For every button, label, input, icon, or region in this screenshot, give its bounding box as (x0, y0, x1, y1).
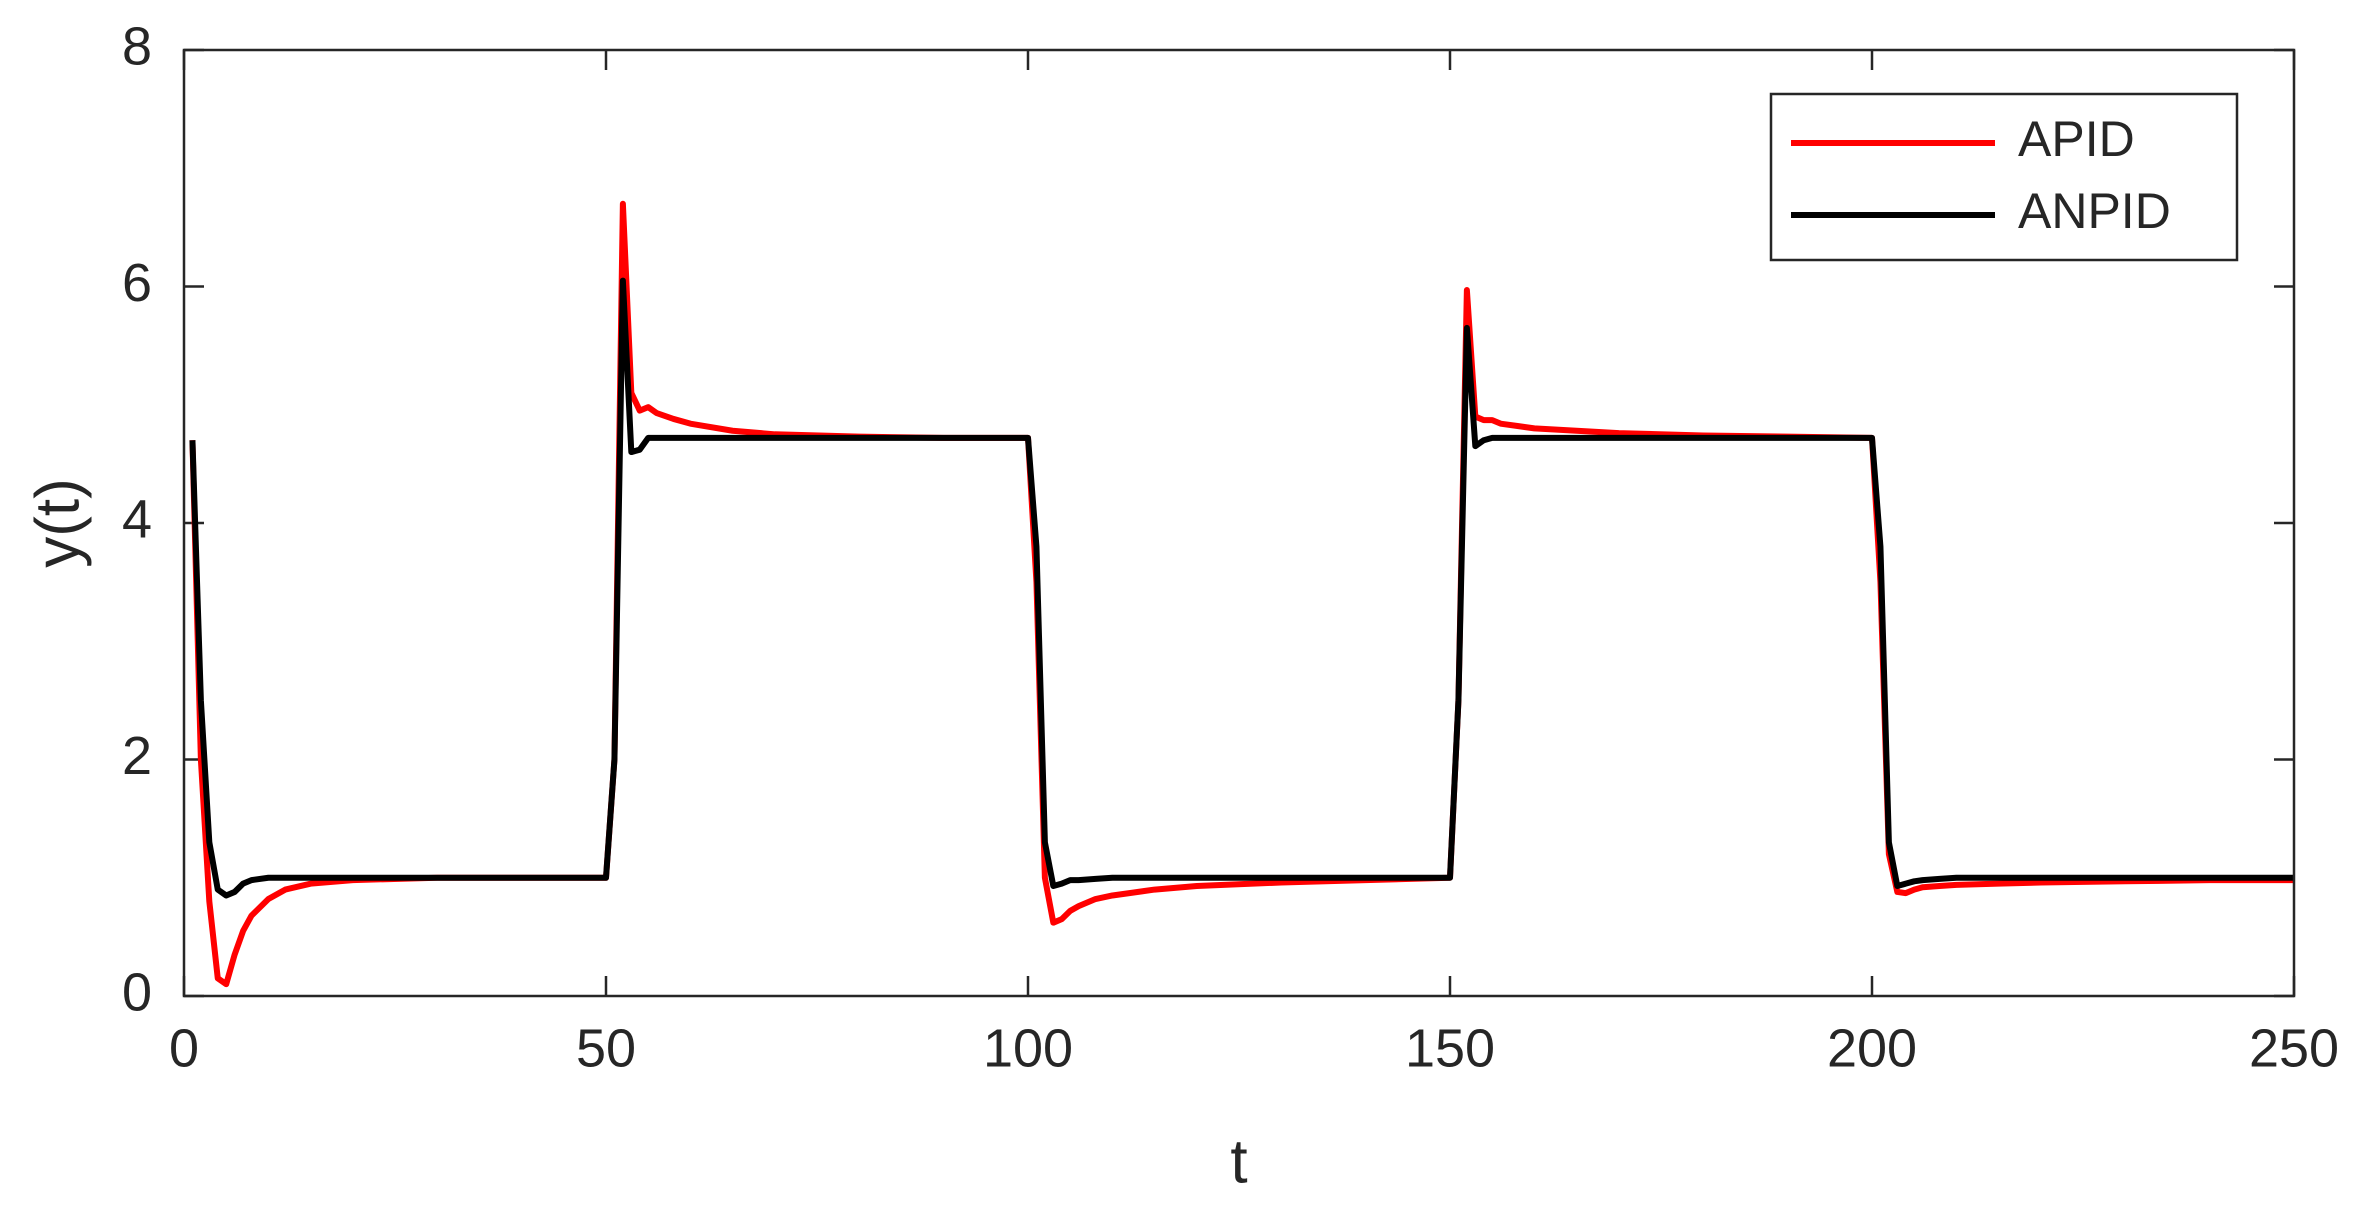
axes-box (182, 48, 2296, 998)
y-tick-label: 2 (122, 726, 152, 786)
y-tick-label: 4 (122, 489, 152, 549)
y-tick-label: 8 (122, 16, 152, 76)
data-line (189, 277, 2294, 899)
y-axis-label: y(t) (23, 478, 92, 568)
legend-label: APID (2018, 111, 2135, 167)
legend-label: ANPID (2018, 183, 2171, 239)
x-tick-label: 150 (1405, 1018, 1495, 1078)
y-tick-label: 6 (122, 253, 152, 313)
x-axis-label: t (1230, 1127, 1247, 1196)
x-tick-label: 50 (576, 1018, 636, 1078)
x-tick-label: 100 (983, 1018, 1073, 1078)
legend-box (1769, 92, 2239, 262)
x-tick-label: 0 (169, 1018, 199, 1078)
x-tick-label: 200 (1827, 1018, 1917, 1078)
x-tick-label: 250 (2249, 1018, 2339, 1078)
y-tick-label: 0 (122, 962, 152, 1022)
